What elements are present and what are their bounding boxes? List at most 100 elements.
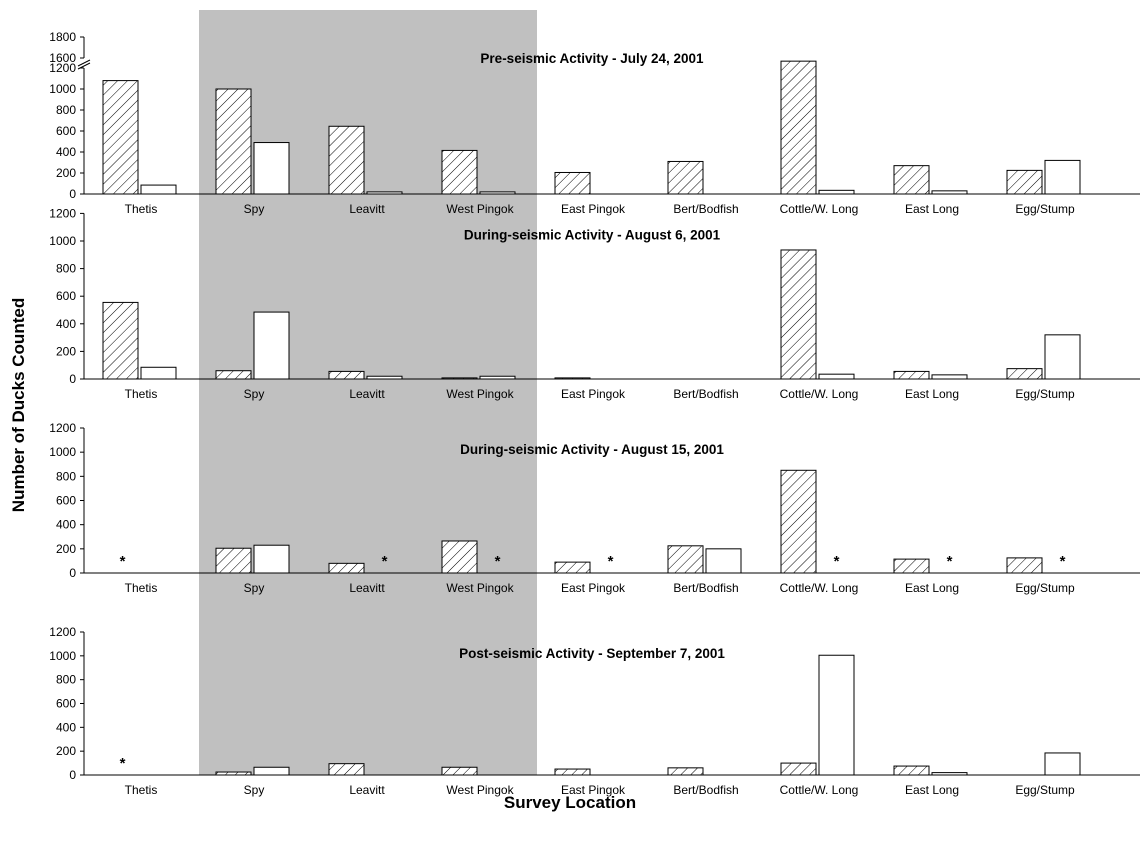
bar-hatched (554, 768, 591, 776)
panel-4: 0 200 400 600 800 1000 1200 Post-seismic Activi… (49, 625, 1140, 797)
bar-hatched (1006, 169, 1043, 195)
category-label: East Pingok (561, 783, 626, 797)
y-tick-label: 1000 (49, 649, 76, 663)
panel-title: During-seismic Activity - August 15, 200… (460, 442, 724, 457)
category-label: West Pingok (446, 202, 514, 216)
category-label: East Pingok (561, 581, 626, 595)
y-tick-label: 1200 (49, 61, 76, 75)
bar-hatched (780, 249, 817, 380)
y-tick-label: 0 (69, 768, 76, 782)
category-label: Spy (244, 387, 265, 401)
panel-title: During-seismic Activity - August 6, 2001 (464, 227, 721, 242)
y-tick-label: 1000 (49, 445, 76, 459)
y-tick-label: 1000 (49, 234, 76, 248)
bar-hatched (102, 80, 139, 195)
category-label: Spy (244, 202, 265, 216)
category-label: Spy (244, 581, 265, 595)
y-tick-label: 0 (69, 566, 76, 580)
category-label: Cottle/W. Long (780, 581, 859, 595)
y-tick-label: 800 (56, 262, 76, 276)
category-label: West Pingok (446, 581, 514, 595)
bar-hatched (441, 149, 478, 195)
category-label: West Pingok (446, 783, 514, 797)
panel-title: Post-seismic Activity - September 7, 200… (459, 646, 725, 661)
bar-hatched (780, 762, 817, 776)
axis-break-mark (77, 59, 91, 67)
category-label: East Pingok (561, 387, 626, 401)
category-label: Thetis (125, 581, 158, 595)
y-tick-label: 800 (56, 103, 76, 117)
y-tick-label: 200 (56, 744, 76, 758)
y-tick-label: 0 (69, 187, 76, 201)
missing-data-marker: * (1060, 553, 1066, 570)
category-label: Bert/Bodfish (673, 783, 738, 797)
bar-hatched (328, 763, 365, 776)
panel-3: 0 200 400 600 800 1000 1200 During-seismic Acti… (49, 421, 1140, 595)
category-label: Leavitt (349, 581, 385, 595)
category-label: Egg/Stump (1015, 783, 1075, 797)
bar-hatched (554, 377, 591, 380)
bar-hatched (893, 165, 930, 195)
bar-hatched (215, 370, 252, 380)
y-tick-label: 600 (56, 289, 76, 303)
category-label: Egg/Stump (1015, 202, 1075, 216)
bar-open (931, 190, 968, 195)
y-axis-title: Number of Ducks Counted (9, 298, 28, 512)
category-label: Bert/Bodfish (673, 387, 738, 401)
bar-hatched (215, 547, 252, 574)
y-tick-label: 800 (56, 469, 76, 483)
bar-open (479, 375, 516, 380)
bar-open (140, 184, 177, 195)
missing-data-marker: * (947, 553, 953, 570)
y-tick-label: 400 (56, 518, 76, 532)
bar-hatched (893, 370, 930, 380)
y-tick-label: 200 (56, 166, 76, 180)
bar-hatched (441, 766, 478, 776)
category-label: East Long (905, 202, 959, 216)
y-tick-label: 800 (56, 673, 76, 687)
missing-data-marker: * (834, 553, 840, 570)
bar-open (1044, 334, 1081, 380)
bar-hatched (328, 370, 365, 380)
category-label: Leavitt (349, 783, 385, 797)
category-label: Leavitt (349, 387, 385, 401)
missing-data-marker: * (495, 553, 501, 570)
panel-title: Pre-seismic Activity - July 24, 2001 (480, 51, 704, 66)
category-label: Leavitt (349, 202, 385, 216)
category-label: West Pingok (446, 387, 514, 401)
category-label: Egg/Stump (1015, 387, 1075, 401)
bar-hatched (780, 60, 817, 195)
bar-hatched (215, 88, 252, 195)
y-tick-label: 600 (56, 494, 76, 508)
bar-hatched (780, 469, 817, 574)
y-tick-label: 1200 (49, 421, 76, 435)
y-tick-label: 1600 (49, 51, 76, 65)
shaded-region (199, 10, 537, 775)
y-tick-label: 1200 (49, 206, 76, 220)
y-tick-label: 600 (56, 697, 76, 711)
bar-hatched (328, 125, 365, 195)
bar-hatched (554, 561, 591, 574)
panel-2: 0 200 400 600 800 1000 1200 During-seismic Acti… (49, 206, 1140, 401)
bar-hatched (893, 558, 930, 574)
panels: 02004006008001000120016001800Pre-seismic… (49, 30, 1140, 797)
y-tick-label: 1800 (49, 30, 76, 44)
bar-open (818, 373, 855, 380)
bar-open (253, 766, 290, 776)
bar-hatched (1006, 368, 1043, 380)
bar-open (818, 189, 855, 195)
bar-open (1044, 752, 1081, 776)
missing-data-marker: * (120, 553, 126, 570)
category-label: East Pingok (561, 202, 626, 216)
y-tick-label: 400 (56, 720, 76, 734)
category-label: East Long (905, 581, 959, 595)
bar-open (705, 548, 742, 574)
bar-open (818, 654, 855, 776)
bar-open (253, 311, 290, 380)
bar-open (479, 191, 516, 195)
category-label: East Long (905, 387, 959, 401)
bar-hatched (667, 545, 704, 574)
category-label: East Long (905, 783, 959, 797)
